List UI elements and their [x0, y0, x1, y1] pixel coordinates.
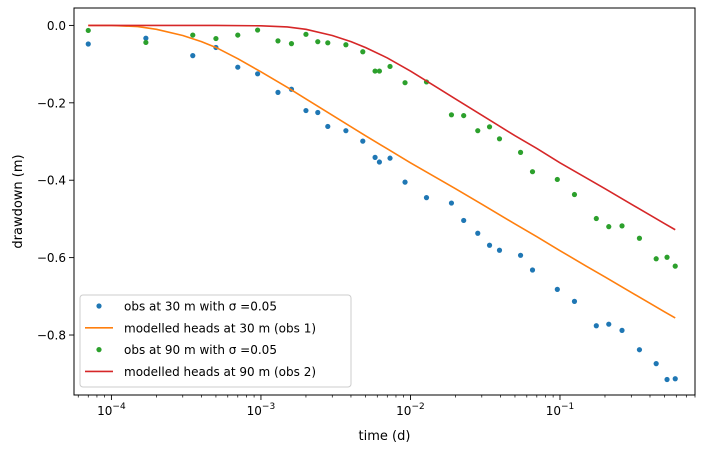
series-1-point [402, 179, 408, 185]
legend-marker-swatch [96, 303, 102, 309]
plot-frame [73, 7, 696, 396]
y-tick-label: −0.2 [37, 96, 66, 110]
series-3-point [571, 191, 578, 198]
series-3-point [664, 254, 670, 260]
series-1-point [529, 267, 536, 273]
series-1-point [672, 376, 678, 382]
series-1-point [486, 242, 493, 248]
series-3-point [486, 124, 493, 130]
legend-label: obs at 30 m with σ =0.05 [124, 300, 277, 314]
series-3-point [235, 32, 241, 38]
x-tick-label-exponent: −4 [112, 402, 126, 412]
series-1-point [325, 123, 331, 130]
x-tick-label-exponent: −3 [262, 402, 275, 412]
series-1-point [619, 327, 625, 333]
legend-label: modelled heads at 30 m (obs 1) [124, 321, 316, 335]
series-3-point [376, 68, 383, 74]
series-3-point [143, 39, 149, 46]
legend-label: modelled heads at 90 m (obs 2) [124, 365, 316, 379]
y-tick-label: 0.0 [47, 19, 66, 33]
y-axis-label: drawdown (m) [11, 154, 26, 248]
legend: obs at 30 m with σ =0.05 modelled heads a… [79, 294, 352, 388]
series-3-point [303, 31, 309, 37]
x-tick-label: 10−2 [396, 402, 425, 418]
series-1-point [571, 298, 578, 304]
series-3-point [461, 112, 467, 119]
series-1-point [423, 195, 430, 201]
y-tick-label: −0.8 [37, 329, 66, 343]
series-1-point [606, 321, 612, 327]
series-3-point [496, 136, 503, 142]
series-1-point [593, 323, 599, 329]
series-1-point [664, 376, 670, 383]
series-1-point [636, 347, 643, 353]
series-3-point [213, 35, 219, 42]
series-1-point [372, 154, 378, 160]
series-3-point [517, 149, 524, 155]
series-3-point [653, 256, 659, 262]
series-3-point [619, 223, 625, 229]
series-1-point [143, 35, 149, 41]
legend-marker-swatch [96, 347, 102, 353]
x-tick-label-base: 10 [546, 404, 561, 418]
legend-box [79, 294, 352, 388]
series-3-point [255, 27, 261, 33]
series-1-point [376, 159, 383, 165]
series-3-point [372, 68, 378, 74]
axis-ticks: 10−4 10−3 10−2 10−10.0−0.2−0.4−0.6−0.8 [37, 19, 696, 418]
series-1-point [235, 64, 241, 70]
series-1-point [343, 128, 349, 134]
y-tick-label: −0.6 [37, 251, 66, 265]
series-2-line [88, 24, 676, 319]
series-3-point [636, 235, 643, 241]
series-1-point [554, 286, 560, 292]
series-3-point [315, 39, 321, 45]
x-tick-label-exponent: −1 [561, 402, 574, 412]
series-3-point [529, 169, 536, 175]
x-tick-label-base: 10 [247, 404, 262, 418]
y-tick-label: −0.4 [37, 174, 66, 188]
series-1-point [255, 71, 261, 77]
series-3-point [672, 263, 678, 269]
series-1-point [190, 53, 196, 59]
series-3-point [275, 38, 281, 44]
series-3-point [593, 215, 599, 222]
x-tick-label-base: 10 [396, 404, 411, 418]
series-3-point [288, 41, 295, 47]
series-1-point [448, 200, 455, 206]
series-3-point [387, 63, 393, 70]
series-3-point [360, 49, 366, 55]
series-3-point [85, 27, 91, 34]
series-1-point [303, 107, 309, 114]
series-3-point [606, 224, 612, 230]
x-axis-label: time (d) [359, 429, 411, 444]
series-3-point [190, 32, 196, 38]
series-1-point [475, 230, 481, 236]
legend-label: obs at 90 m with σ =0.05 [124, 343, 277, 357]
plot-marks [85, 24, 678, 383]
x-tick-label-base: 10 [97, 404, 112, 418]
series-1-point [496, 247, 503, 253]
series-4-line [88, 24, 676, 231]
x-tick-label-exponent: −2 [411, 402, 424, 412]
x-tick-label: 10−1 [546, 402, 575, 418]
series-3-point [475, 128, 481, 134]
series-1-point [360, 138, 366, 144]
series-1-point [315, 109, 321, 116]
series-1-point [387, 155, 393, 161]
series-3-point [343, 42, 349, 48]
series-3-point [448, 112, 455, 118]
series-3-point [402, 80, 408, 86]
x-tick-label: 10−3 [247, 402, 276, 418]
series-3-point [554, 176, 560, 183]
series-3-point [325, 40, 331, 46]
series-1-point [85, 41, 91, 47]
x-tick-label: 10−4 [97, 402, 126, 418]
series-1-point [653, 361, 659, 367]
series-1-point [517, 252, 524, 258]
series-1-point [461, 217, 467, 224]
series-1-point [275, 89, 281, 95]
